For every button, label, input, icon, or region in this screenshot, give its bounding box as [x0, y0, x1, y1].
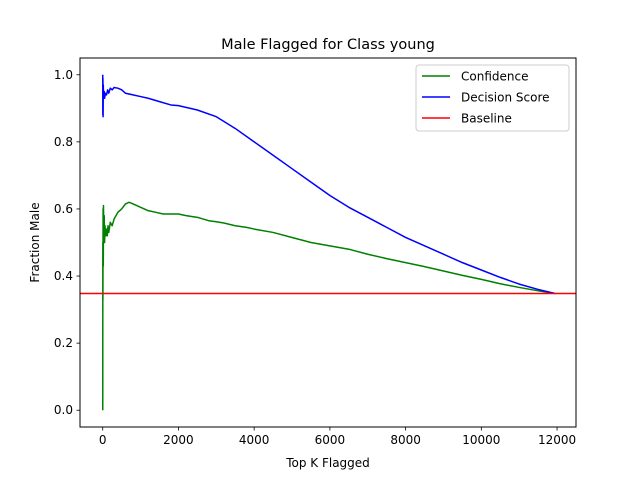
y-tick-label: 1.0	[54, 68, 73, 82]
axes-frame	[79, 57, 577, 428]
legend-label-0: Confidence	[461, 70, 528, 84]
x-tick-label: 2000	[163, 433, 194, 447]
y-tick-label: 0.0	[54, 403, 73, 417]
legend-box	[415, 64, 570, 132]
legend-label-1: Decision Score	[461, 91, 550, 105]
y-tick-label: 0.2	[54, 336, 73, 350]
y-tick-label: 0.8	[54, 135, 73, 149]
y-tick-label: 0.4	[54, 269, 73, 283]
legend-label-2: Baseline	[461, 112, 512, 126]
x-tick-label: 12000	[538, 433, 576, 447]
y-axis: 0.0 0.2 0.4 0.6 0.8 1.0	[54, 68, 80, 417]
x-axis: 0 2000 4000 6000 8000 10000 12000	[99, 427, 576, 447]
chart-title: Male Flagged for Class young	[221, 37, 435, 53]
series-layer	[80, 74, 576, 411]
x-tick-label: 0	[99, 433, 107, 447]
series-line-0	[102, 201, 556, 411]
x-tick-label: 4000	[239, 433, 270, 447]
x-tick-label: 10000	[462, 433, 500, 447]
x-axis-label: Top K Flagged	[285, 456, 370, 470]
y-tick-label: 0.6	[54, 202, 73, 216]
x-tick-label: 8000	[390, 433, 421, 447]
series-line-1	[102, 74, 556, 295]
plot-area	[79, 57, 577, 428]
x-tick-label: 6000	[315, 433, 346, 447]
y-axis-label: Fraction Male	[28, 202, 42, 282]
legend: Confidence Decision Score Baseline	[415, 64, 570, 132]
